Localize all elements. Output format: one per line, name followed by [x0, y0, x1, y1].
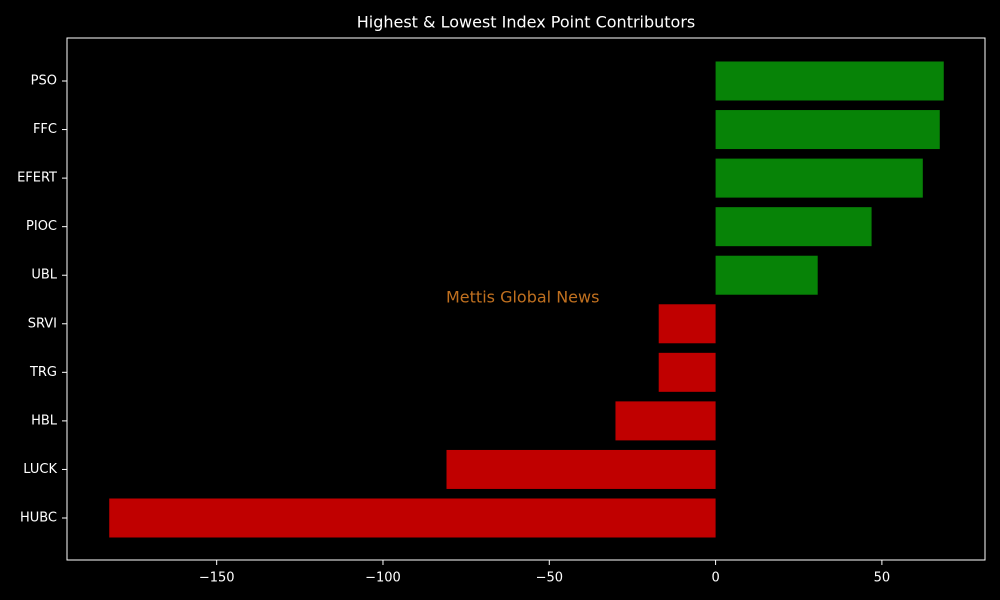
y-tick-label: PSO [31, 74, 57, 89]
y-tick-label: HBL [31, 413, 58, 428]
y-tick-label: FFC [33, 122, 57, 137]
annotation: Mettis Global News [446, 288, 599, 307]
y-tick-label: TRG [29, 365, 57, 380]
chart-title: Highest & Lowest Index Point Contributor… [357, 13, 696, 32]
x-tick-label: −150 [199, 571, 235, 586]
bar [715, 255, 818, 295]
bar [109, 498, 716, 538]
x-tick-label: −50 [536, 571, 563, 586]
bar [715, 207, 872, 247]
y-tick-label: EFERT [17, 171, 57, 186]
plot-frame [66, 37, 986, 561]
bar [446, 449, 716, 489]
bar [715, 110, 940, 150]
bar [715, 158, 923, 198]
y-tick-label: HUBC [20, 511, 57, 526]
x-tick-label: 50 [874, 571, 891, 586]
bar [658, 304, 716, 344]
y-tick-label: PIOC [26, 219, 57, 234]
bar [658, 352, 716, 392]
bar [615, 401, 716, 441]
y-tick-label: LUCK [23, 462, 57, 477]
y-tick-label: SRVI [28, 316, 57, 331]
y-tick-label: UBL [31, 268, 57, 283]
x-tick-label: 0 [711, 571, 719, 586]
x-tick-label: −100 [365, 571, 401, 586]
bar [715, 61, 944, 101]
